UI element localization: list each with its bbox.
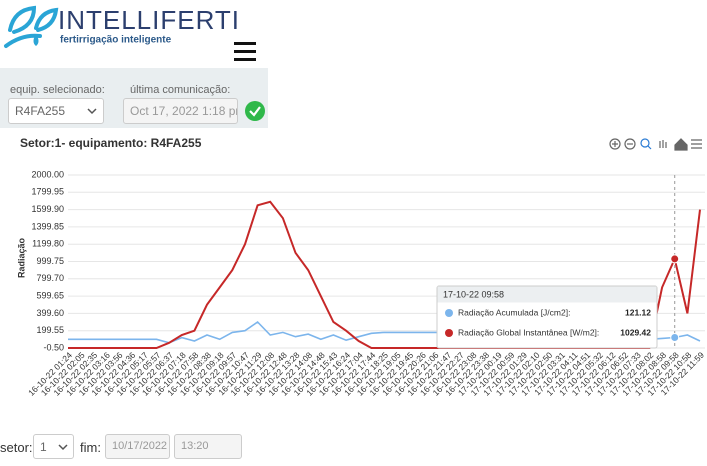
- y-tick-label: 799.70: [36, 273, 64, 283]
- hover-point: [670, 254, 680, 264]
- y-tick-label: 999.75: [36, 256, 64, 266]
- equipment-value: R4FA255: [15, 104, 66, 118]
- status-ok: [245, 101, 265, 121]
- tooltip-value: 1029.42: [620, 327, 651, 337]
- sector-label: setor:: [0, 440, 33, 455]
- y-tick-label: 1399.85: [31, 221, 64, 231]
- chevron: [58, 444, 68, 451]
- tooltip-title: 17-10-22 09:58: [443, 289, 504, 299]
- y-tick-label: 199.55: [36, 325, 64, 335]
- tooltip-marker: [445, 329, 453, 337]
- y-tick-label: 599.65: [36, 290, 64, 300]
- y-tick-label: -0.50: [43, 342, 64, 352]
- y-tick-label: 2000.00: [31, 169, 64, 179]
- tooltip-value: 121.12: [625, 307, 651, 317]
- chevron: [87, 108, 97, 115]
- sector-value: 1: [40, 440, 47, 454]
- y-axis-title: Radiação: [16, 237, 26, 278]
- last-comm-value: Oct 17, 2022 1:18 pm: [130, 104, 238, 118]
- brand: INTELLIFERTI: [58, 5, 240, 35]
- y-tick-label: 1599.90: [31, 204, 64, 214]
- tooltip-label: Radiação Acumulada [J/cm2]:: [458, 307, 570, 317]
- equipment-label: equip. selecionado:: [10, 84, 105, 96]
- chart-toolbar[interactable]: [609, 138, 702, 151]
- last-comm-label: última comunicação:: [130, 84, 231, 96]
- tooltip-marker: [445, 309, 453, 317]
- menu-button[interactable]: [234, 42, 256, 61]
- tooltip: 17-10-22 09:58 Radiação Acumulada [J/cm2]…: [436, 285, 658, 349]
- tagline: fertirrigação inteligente: [60, 35, 172, 46]
- last-comm-input: Oct 17, 2022 1:18 pm: [123, 98, 238, 124]
- logo: INTELLIFERTI fertirrigação inteligente: [4, 5, 256, 61]
- y-tick-label: 1799.95: [31, 187, 64, 197]
- end-date: 10/17/2022: [112, 440, 168, 452]
- sector-select[interactable]: 1: [33, 434, 74, 459]
- hover-point: [670, 332, 680, 342]
- equipment-select[interactable]: R4FA255: [8, 98, 104, 124]
- chart-title: Setor:1- equipamento: R4FA255: [20, 136, 202, 150]
- chart: Setor:1- equipamento: R4FA255 Radiação -…: [16, 136, 706, 398]
- end-label: fim:: [80, 440, 101, 455]
- end-time-input[interactable]: 13:20: [174, 434, 242, 459]
- end-time: 13:20: [181, 440, 209, 452]
- end-date-input[interactable]: 10/17/2022: [105, 434, 170, 459]
- y-tick-label: 1199.80: [32, 239, 64, 249]
- tooltip-header: [437, 286, 657, 303]
- tooltip-label: Radiação Global Instantânea [W/m2]:: [458, 327, 599, 337]
- y-tick-label: 399.60: [36, 308, 64, 318]
- logo-icon: [4, 5, 59, 48]
